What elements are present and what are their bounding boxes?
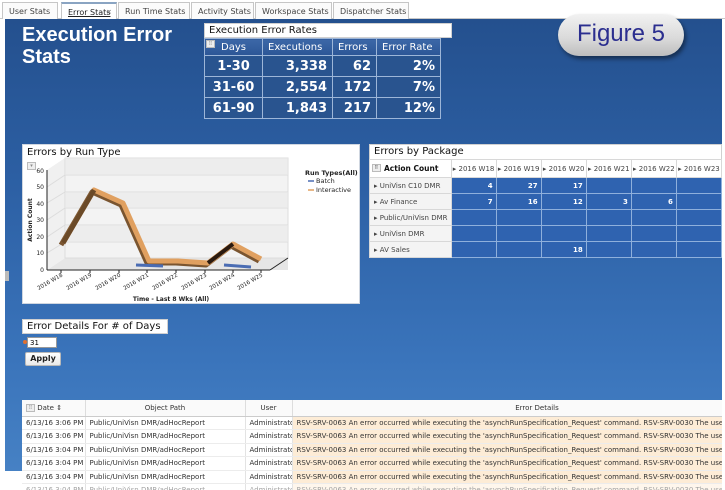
tab-activity-stats[interactable]: Activity Stats: [191, 2, 254, 19]
col-header-w20[interactable]: ▸ 2016 W20: [541, 160, 586, 178]
table-row: 31-60 2,554 172 7%: [205, 77, 441, 98]
tab-workspace-stats[interactable]: Workspace Stats: [255, 2, 332, 19]
row-header-av-finance[interactable]: ▸ Av Finance: [370, 194, 452, 210]
row-header-univisn-c10-dmr[interactable]: ▸ UniVisn C10 DMR: [370, 178, 452, 194]
table-row: ▸ UniVisn DMR: [370, 226, 722, 242]
legend-item-batch: Batch: [316, 177, 335, 185]
corner-header: ⠿Action Count: [370, 160, 452, 178]
col-header-w21[interactable]: ▸ 2016 W21: [586, 160, 631, 178]
close-tab-icon[interactable]: ×: [106, 8, 112, 16]
run-type-line-chart: 0 10 20 30 40 50 60 Action Count 2016 W18 201…: [23, 145, 361, 305]
execution-error-rates-table: ⠿Days Executions Errors Error Rate 1-30 …: [204, 38, 441, 119]
svg-text:30: 30: [36, 217, 44, 224]
svg-text:50: 50: [36, 184, 44, 191]
panel-splitter-handle[interactable]: [5, 271, 9, 281]
svg-text:2016 W20: 2016 W20: [95, 272, 123, 292]
svg-text:2016 W21: 2016 W21: [123, 273, 150, 292]
errors-by-package-crosstab: ⠿Action Count ▸ 2016 W18 ▸ 2016 W19 ▸ 20…: [369, 159, 722, 258]
row-header-av-sales[interactable]: ▸ AV Sales: [370, 242, 452, 258]
error-details-filter-title: Error Details For # of Days: [22, 319, 168, 334]
svg-text:2016 W18: 2016 W18: [37, 272, 65, 292]
grid-menu-icon[interactable]: ⠿: [26, 404, 35, 412]
svg-text:40: 40: [36, 201, 44, 208]
legend-title: Run Types(All): [305, 169, 358, 177]
tab-run-time-stats[interactable]: Run Time Stats: [118, 2, 190, 19]
tab-user-stats[interactable]: User Stats: [2, 2, 58, 19]
col-header-w23[interactable]: ▸ 2016 W23: [676, 160, 721, 178]
col-header-w22[interactable]: ▸ 2016 W22: [631, 160, 676, 178]
row-header-univisn-dmr[interactable]: ▸ UniVisn DMR: [370, 226, 452, 242]
dashboard-canvas: Execution Error Stats Figure 5 Execution…: [5, 19, 722, 471]
svg-text:10: 10: [36, 250, 44, 257]
col-header-errors[interactable]: Errors: [333, 39, 377, 56]
table-row: 1-30 3,338 62 2%: [205, 56, 441, 77]
figure-label-badge: Figure 5: [558, 14, 684, 56]
svg-text:20: 20: [36, 234, 44, 241]
grid-menu-icon[interactable]: ⠿: [206, 40, 215, 48]
svg-text:60: 60: [36, 168, 44, 175]
svg-text:2016 W24: 2016 W24: [209, 272, 237, 292]
table-row: 61-90 1,843 217 12%: [205, 98, 441, 119]
table-row: ▸ AV Sales 18: [370, 242, 722, 258]
svg-text:2016 W25: 2016 W25: [237, 272, 265, 292]
row-header-public-univisn-dmr[interactable]: ▸ Public/UniVisn DMR: [370, 210, 452, 226]
col-header-days[interactable]: ⠿Days: [205, 39, 263, 56]
grid-menu-icon[interactable]: ⠿: [372, 164, 381, 172]
col-header-w19[interactable]: ▸ 2016 W19: [496, 160, 541, 178]
y-axis-label: Action Count: [27, 198, 34, 242]
days-input[interactable]: [27, 337, 57, 348]
col-header-error-details[interactable]: Error Details: [292, 400, 722, 416]
col-header-date[interactable]: ⠿ Date ⇕: [22, 400, 85, 416]
legend-item-interactive: Interactive: [316, 186, 351, 194]
col-header-object-path[interactable]: Object Path: [85, 400, 245, 416]
apply-button[interactable]: Apply: [25, 352, 61, 366]
svg-text:0: 0: [40, 267, 44, 274]
x-axis-label: Time - Last 8 Wks (All): [133, 296, 210, 303]
page-title: Execution Error Stats: [22, 24, 202, 68]
errors-by-package-title: Errors by Package: [369, 144, 722, 160]
sort-icon[interactable]: ⇕: [56, 404, 62, 412]
table-row: ▸ Public/UniVisn DMR: [370, 210, 722, 226]
svg-text:2016 W23: 2016 W23: [181, 272, 209, 292]
tab-dispatcher-stats[interactable]: Dispatcher Stats: [333, 2, 409, 19]
tab-error-stats[interactable]: Error Stats×: [61, 2, 117, 19]
execution-error-rates-title: Execution Error Rates: [204, 23, 452, 38]
errors-by-package-panel: Errors by Package ⠿Action Count ▸ 2016 W…: [369, 144, 722, 256]
svg-text:2016 W22: 2016 W22: [152, 273, 179, 292]
error-details-grid: ⠿ Date ⇕ Object Path User Error Details …: [22, 400, 722, 490]
col-header-error-rate[interactable]: Error Rate: [377, 39, 441, 56]
svg-text:2016 W19: 2016 W19: [66, 272, 94, 292]
col-header-user[interactable]: User: [245, 400, 292, 416]
col-header-w18[interactable]: ▸ 2016 W18: [451, 160, 496, 178]
col-header-executions[interactable]: Executions: [263, 39, 333, 56]
